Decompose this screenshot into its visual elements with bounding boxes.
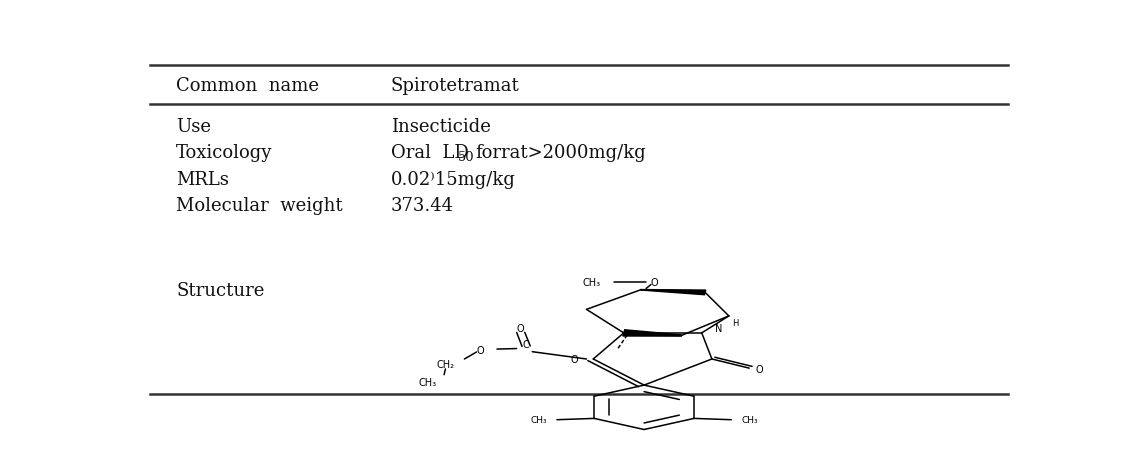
- Polygon shape: [641, 290, 706, 295]
- Text: Spirotetramat: Spirotetramat: [391, 76, 520, 94]
- Text: 50: 50: [458, 151, 473, 164]
- Text: CH₃: CH₃: [530, 415, 547, 424]
- Text: Common  name: Common name: [176, 76, 320, 94]
- Text: CH₃: CH₃: [418, 377, 436, 387]
- Text: forrat>2000mg/kg: forrat>2000mg/kg: [476, 144, 646, 162]
- Text: MRLs: MRLs: [176, 170, 229, 188]
- Text: O: O: [651, 278, 658, 288]
- Text: O: O: [756, 364, 763, 375]
- Text: CH₃: CH₃: [741, 415, 758, 424]
- Text: Toxicology: Toxicology: [176, 144, 272, 162]
- Text: CH₂: CH₂: [436, 359, 454, 369]
- Text: Molecular  weight: Molecular weight: [176, 196, 342, 214]
- Text: Use: Use: [176, 118, 211, 136]
- Polygon shape: [623, 330, 681, 336]
- Text: 0.02⁾15mg/kg: 0.02⁾15mg/kg: [391, 170, 515, 188]
- Text: H: H: [732, 319, 739, 328]
- Text: N: N: [715, 323, 722, 333]
- Text: Oral  LD: Oral LD: [391, 144, 469, 162]
- Text: O: O: [516, 323, 524, 333]
- Text: Structure: Structure: [176, 281, 264, 299]
- Text: O: O: [476, 345, 484, 355]
- Text: C: C: [522, 340, 529, 350]
- Text: CH₃: CH₃: [583, 278, 601, 288]
- Text: O: O: [571, 354, 579, 364]
- Text: 373.44: 373.44: [391, 196, 454, 214]
- Text: Insecticide: Insecticide: [391, 118, 490, 136]
